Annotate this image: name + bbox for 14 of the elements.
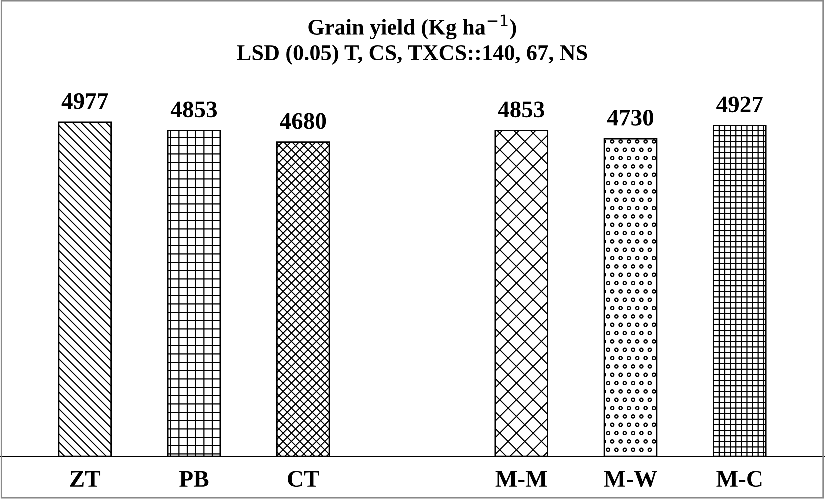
data-label: 4927: [716, 96, 763, 113]
data-label: 4730: [607, 110, 654, 126]
data-label: 4853: [498, 102, 544, 118]
chart-title: Grain yield (Kg ha$^{−1}$): [308, 14, 516, 40]
data-label: 4977: [62, 93, 108, 110]
x-tick-label: ZT: [70, 471, 101, 487]
x-tick-label: M-W: [604, 471, 658, 488]
data-label: 4853: [170, 102, 218, 118]
x-tick-label: CT: [288, 471, 320, 488]
x-tick-label: M-M: [496, 471, 548, 487]
chart-subtitle: LSD (0.05) T, CS, TXCS::140, 67, NS: [237, 44, 588, 65]
x-tick-label: M-C: [716, 471, 762, 488]
x-tick-label: PB: [180, 471, 209, 487]
data-label: 4680: [280, 113, 326, 130]
